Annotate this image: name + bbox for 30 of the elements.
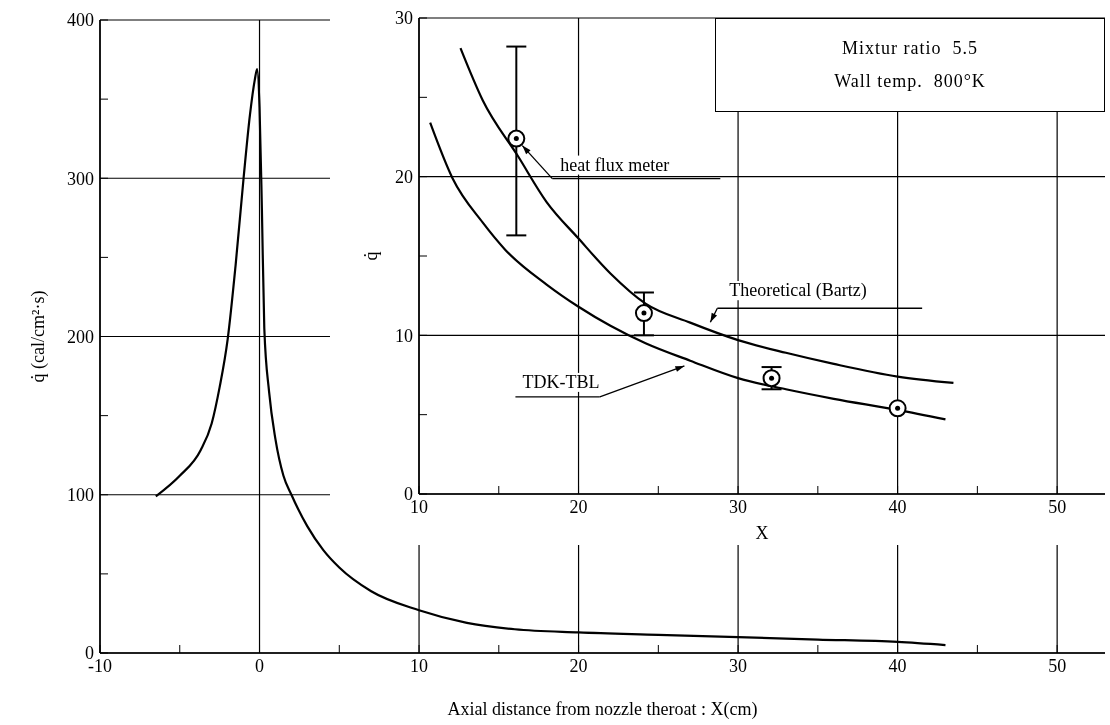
annotation: Theoretical (Bartz) (729, 280, 867, 302)
y-axis-title: q̇ (cal/cm²·s) (28, 290, 50, 383)
x-tick-label: 40 (888, 655, 907, 676)
x-tick-label: 40 (888, 496, 907, 517)
y-tick-label: 200 (67, 326, 94, 347)
x-tick-label: 0 (255, 655, 265, 676)
y-tick-label: 100 (67, 485, 94, 506)
x-tick-label: 20 (569, 496, 588, 517)
annotation: heat flux meter (560, 154, 670, 175)
x-axis-title: Axial distance from nozzle theroat : X(cm) (447, 699, 758, 720)
y-tick-label: 10 (395, 325, 413, 346)
y-tick-label: 20 (395, 167, 413, 188)
x-tick-label: 30 (729, 655, 748, 676)
point (634, 304, 653, 323)
point (507, 129, 526, 148)
y-axis-title: q̇ (361, 251, 382, 261)
x-tick-label: 50 (1048, 655, 1067, 676)
point (888, 399, 907, 418)
x-tick-label: 20 (569, 655, 588, 676)
annotation: Wall temp. 800°K (834, 71, 986, 92)
x-tick-label: 10 (410, 655, 429, 676)
x-axis-title: X (755, 523, 769, 543)
y-tick-label: 300 (67, 168, 94, 189)
x-tick-label: 30 (729, 496, 748, 517)
note-box: Mixtur ratio 5.5 Wall temp. 800°K (715, 18, 1105, 112)
annotation: TDK-TBL (522, 371, 600, 392)
x-tick-label: 50 (1048, 496, 1067, 517)
y-tick-label: 400 (67, 10, 94, 31)
annotation: Mixtur ratio 5.5 (842, 38, 978, 59)
y-tick-label: 30 (395, 8, 413, 29)
